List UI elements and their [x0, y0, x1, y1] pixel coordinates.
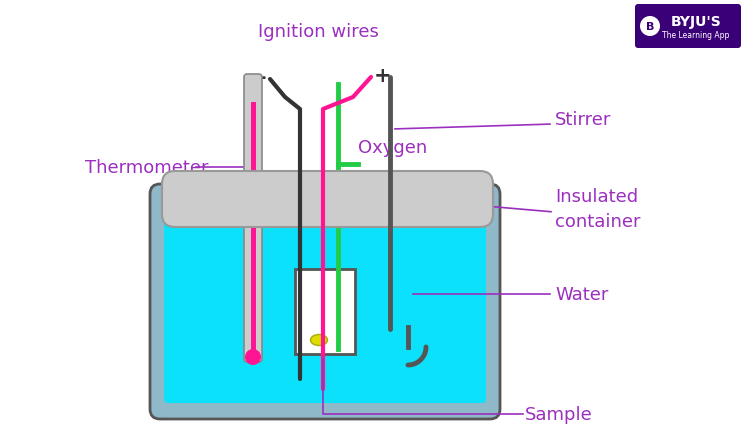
Text: Sample: Sample	[525, 405, 592, 423]
Text: Stirrer: Stirrer	[555, 111, 611, 129]
Circle shape	[640, 17, 660, 37]
Text: Water: Water	[555, 285, 608, 303]
FancyBboxPatch shape	[635, 5, 741, 49]
Bar	[251, 103, 256, 354]
Text: Thermometer: Thermometer	[85, 159, 209, 177]
Text: The Learning App: The Learning App	[662, 31, 730, 40]
Ellipse shape	[310, 335, 328, 346]
Text: +: +	[374, 66, 392, 86]
Text: Oxygen: Oxygen	[358, 139, 428, 157]
Circle shape	[245, 349, 261, 365]
FancyBboxPatch shape	[162, 171, 493, 227]
Text: Insulated
container: Insulated container	[555, 188, 640, 231]
FancyBboxPatch shape	[164, 220, 486, 403]
FancyBboxPatch shape	[244, 75, 262, 362]
Text: -: -	[258, 68, 266, 88]
Text: Ignition wires: Ignition wires	[257, 23, 379, 41]
Text: B: B	[646, 22, 654, 32]
FancyBboxPatch shape	[150, 184, 500, 419]
Text: BYJU'S: BYJU'S	[670, 15, 722, 29]
FancyBboxPatch shape	[295, 270, 355, 354]
